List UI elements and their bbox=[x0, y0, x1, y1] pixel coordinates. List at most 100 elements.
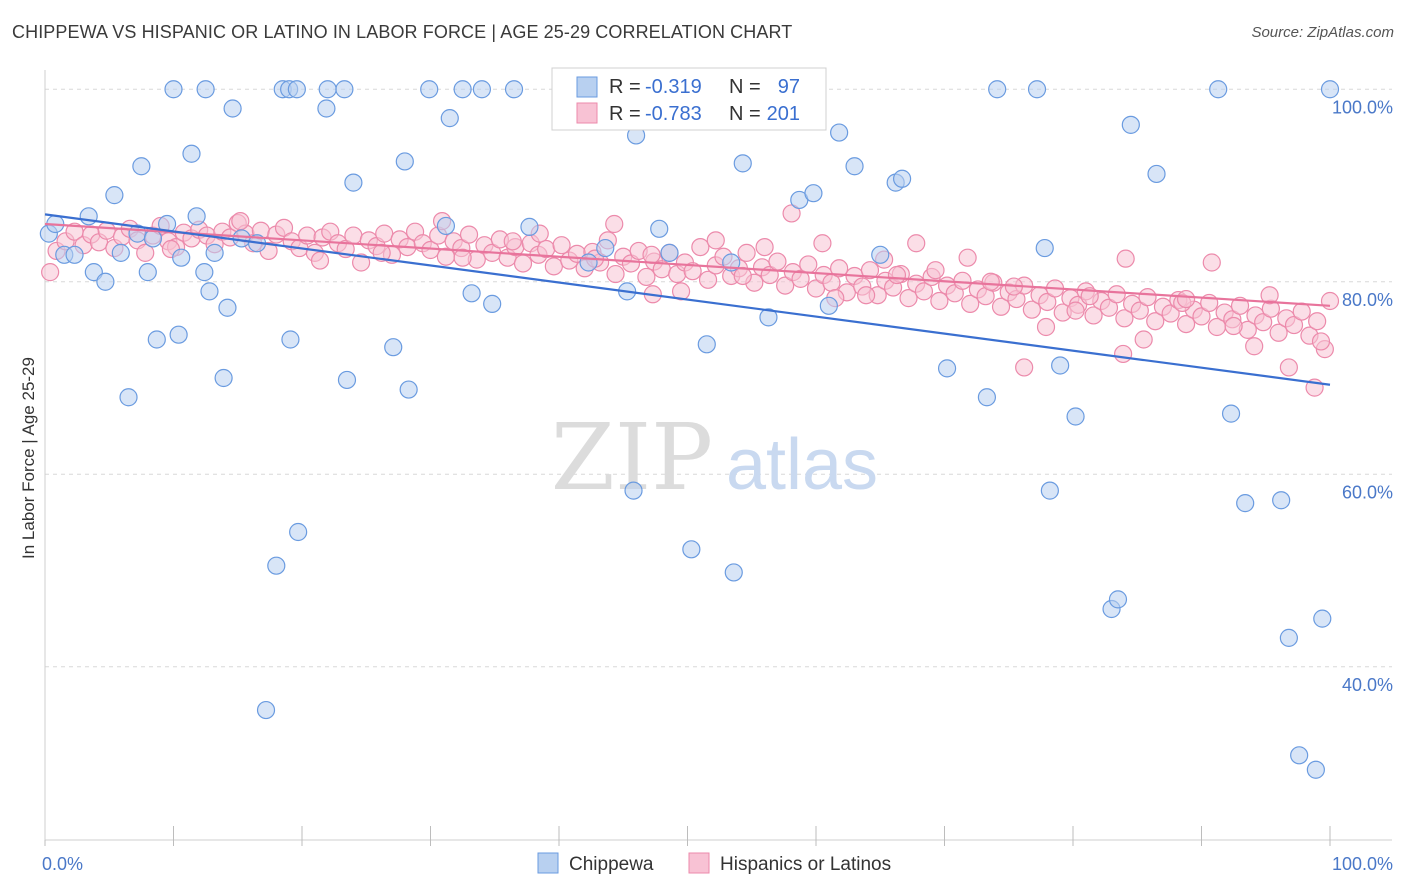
hispanic-point bbox=[1099, 298, 1119, 317]
hispanic-point bbox=[791, 269, 810, 288]
trend-line-chippewa bbox=[44, 213, 1331, 386]
source-credit: Source: ZipAtlas.com bbox=[1251, 24, 1394, 41]
hispanic-point bbox=[1230, 296, 1250, 315]
hispanic-point bbox=[857, 286, 876, 305]
hispanic-point bbox=[453, 248, 472, 267]
chippewa-point bbox=[1290, 746, 1309, 765]
chippewa-point bbox=[1121, 115, 1140, 134]
chippewa-point bbox=[205, 243, 224, 262]
chippewa-point bbox=[218, 298, 237, 317]
hispanic-point bbox=[344, 226, 363, 245]
chippewa-point bbox=[579, 253, 598, 272]
hispanic-point bbox=[605, 214, 624, 234]
hispanic-point bbox=[953, 271, 972, 290]
hispanic-point bbox=[1284, 315, 1304, 335]
legend-r-label-1: R = bbox=[609, 76, 641, 98]
chippewa-point bbox=[453, 80, 472, 99]
legend-r-value-2: -0.783 bbox=[645, 103, 702, 125]
hispanic-point bbox=[907, 234, 926, 253]
chippewa-point bbox=[335, 80, 354, 99]
hispanic-point bbox=[1036, 317, 1056, 337]
hispanic-point bbox=[782, 204, 801, 223]
chippewa-point bbox=[1066, 407, 1085, 426]
chippewa-point bbox=[164, 80, 183, 99]
x-axis: 0.0% 100.0% bbox=[42, 826, 1393, 874]
hispanic-point bbox=[1202, 253, 1221, 272]
series-chippewa-points bbox=[39, 80, 1340, 779]
chippewa-point bbox=[281, 330, 300, 349]
hispanic-point bbox=[914, 282, 934, 301]
y-axis: 40.0% 60.0% 80.0% 100.0% bbox=[44, 70, 1393, 840]
hispanic-point bbox=[1269, 323, 1288, 342]
chippewa-point bbox=[214, 368, 233, 388]
legend-swatch-chippewa bbox=[576, 76, 598, 98]
chippewa-point bbox=[504, 80, 524, 99]
hispanic-point bbox=[958, 248, 977, 267]
legend-n-value-2: 201 bbox=[767, 103, 800, 125]
series-hispanic-points bbox=[41, 204, 1340, 397]
hispanic-point bbox=[642, 245, 661, 264]
hispanic-point bbox=[1260, 286, 1279, 305]
chippewa-point bbox=[196, 80, 215, 99]
chippewa-point bbox=[682, 540, 701, 559]
x-tick-label-max: 100.0% bbox=[1332, 854, 1393, 874]
hispanic-point bbox=[274, 218, 294, 237]
chippewa-point bbox=[845, 157, 864, 176]
y-tick-label: 60.0% bbox=[1342, 482, 1393, 502]
chippewa-point bbox=[119, 388, 138, 407]
chippewa-point bbox=[892, 169, 912, 188]
hispanic-point bbox=[1084, 306, 1103, 325]
chippewa-point bbox=[697, 335, 716, 354]
hispanic-point bbox=[1245, 337, 1264, 356]
chippewa-point bbox=[182, 144, 201, 163]
legend-swatch-hispanic bbox=[576, 102, 598, 124]
chippewa-point bbox=[804, 184, 823, 203]
chippewa-point bbox=[200, 282, 219, 301]
chippewa-point bbox=[1279, 628, 1298, 647]
hispanic-point bbox=[768, 252, 787, 271]
chippewa-point bbox=[1313, 609, 1332, 628]
hispanic-point bbox=[1176, 289, 1196, 309]
hispanic-point bbox=[606, 264, 625, 284]
legend-n-label-1: N = bbox=[729, 76, 761, 98]
hispanic-point bbox=[860, 261, 880, 280]
hispanic-point bbox=[231, 212, 250, 231]
grid-lines bbox=[45, 88, 1392, 668]
hispanic-point bbox=[352, 253, 371, 272]
chippewa-point bbox=[1147, 164, 1166, 184]
chippewa-point bbox=[344, 173, 363, 192]
y-tick-label: 80.0% bbox=[1342, 290, 1393, 310]
hispanic-point bbox=[1192, 307, 1211, 326]
chippewa-point bbox=[172, 248, 191, 267]
hispanic-point bbox=[706, 231, 725, 250]
hispanic-point bbox=[1080, 287, 1099, 306]
hispanic-point bbox=[552, 236, 571, 255]
chippewa-point bbox=[819, 296, 838, 315]
hispanic-point bbox=[1320, 291, 1340, 311]
hispanic-point bbox=[1015, 358, 1034, 377]
chippewa-point bbox=[96, 272, 115, 291]
chippewa-point bbox=[1209, 80, 1228, 99]
chippewa-point bbox=[384, 338, 403, 357]
hispanic-point bbox=[97, 221, 116, 240]
hispanic-point bbox=[41, 263, 60, 282]
chippewa-point bbox=[223, 99, 242, 118]
chippewa-point bbox=[399, 380, 418, 399]
chippewa-point bbox=[147, 330, 166, 349]
chippewa-point bbox=[436, 216, 456, 236]
chippewa-point bbox=[256, 700, 276, 720]
hispanic-point bbox=[733, 266, 752, 286]
chippewa-point bbox=[395, 152, 414, 171]
chippewa-point bbox=[1320, 80, 1340, 99]
hispanic-point bbox=[1308, 312, 1327, 331]
chippewa-point bbox=[287, 80, 306, 99]
hispanic-point bbox=[926, 261, 945, 280]
y-axis-title: In Labor Force | Age 25-29 bbox=[19, 357, 38, 559]
bottom-legend-swatch-chippewa bbox=[537, 852, 559, 874]
chippewa-point bbox=[132, 157, 151, 176]
hispanic-point bbox=[1022, 300, 1041, 319]
hispanic-point bbox=[310, 251, 330, 270]
chippewa-point bbox=[462, 284, 481, 303]
x-tick-label-min: 0.0% bbox=[42, 854, 83, 874]
